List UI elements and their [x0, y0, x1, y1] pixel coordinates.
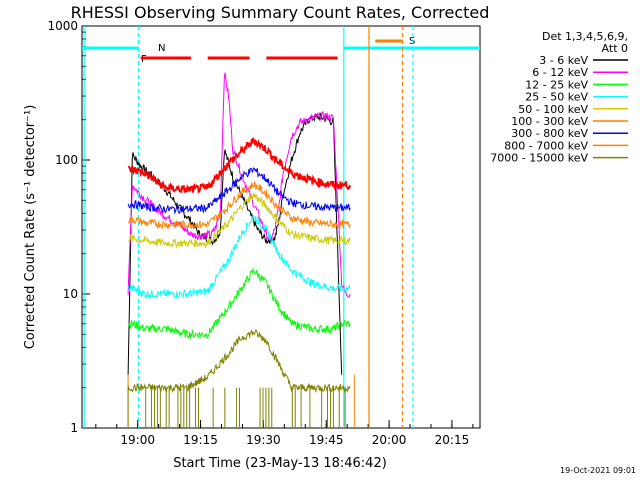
- x-tick-label: 19:30: [246, 433, 281, 447]
- x-axis-label: Start Time (23-May-13 18:46:42): [173, 456, 387, 471]
- y-tick-label: 1000: [47, 19, 78, 33]
- plot-frame: [81, 25, 481, 429]
- legend-label: 25 - 50 keV: [525, 91, 588, 104]
- series-line-4: [127, 192, 351, 249]
- series-line-1: [127, 72, 351, 298]
- legend-label: 3 - 6 keV: [539, 54, 588, 67]
- legend-label: 6 - 12 keV: [532, 66, 588, 79]
- legend-label: 50 - 100 keV: [518, 103, 588, 116]
- series-line-9: [128, 137, 351, 194]
- series-line-3: [128, 214, 351, 300]
- x-tick-label: 20:15: [435, 433, 470, 447]
- flag-label-n: N: [158, 43, 165, 54]
- legend-header-line-2: Att 0: [602, 42, 628, 55]
- x-tick-label: 19:45: [309, 433, 344, 447]
- x-tick-label: 19:00: [120, 433, 155, 447]
- legend-label: 800 - 7000 keV: [504, 139, 588, 152]
- legend-label: 300 - 800 keV: [511, 127, 588, 140]
- legend-label: 7000 - 15000 keV: [490, 152, 588, 165]
- x-tick-label: 19:15: [183, 433, 218, 447]
- legend-label: 100 - 300 keV: [511, 115, 588, 128]
- y-tick-label: 10: [63, 287, 78, 301]
- chart-title: RHESSI Observing Summary Count Rates, Co…: [71, 3, 490, 22]
- legend-header-line-1: Det 1,3,4,5,6,9,: [542, 30, 628, 43]
- series-line-2: [127, 267, 351, 340]
- x-tick-label: 20:00: [372, 433, 407, 447]
- timestamp: 19-Oct-2021 09:01: [560, 466, 636, 475]
- y-tick-label: 100: [55, 153, 78, 167]
- series-line-6: [127, 167, 351, 215]
- series-line-8: [127, 328, 351, 394]
- series-line-5: [127, 181, 351, 230]
- y-axis-label: Corrected Count Rate (s⁻¹ detector⁻¹): [23, 105, 38, 350]
- flag-label-s: S: [409, 36, 415, 47]
- legend-label: 12 - 25 keV: [525, 78, 588, 91]
- y-tick-label: 1: [70, 421, 78, 435]
